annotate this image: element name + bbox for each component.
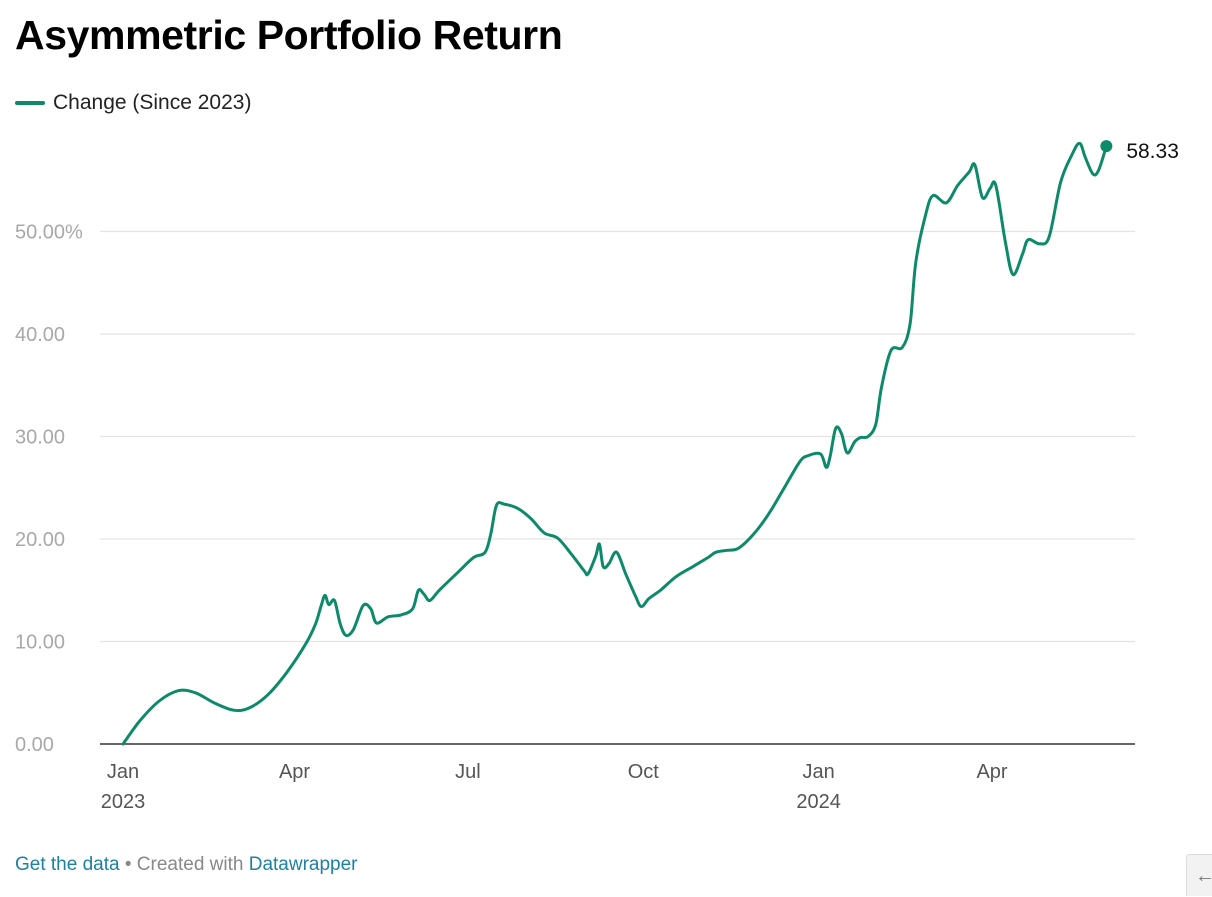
x-tick-label: Jul	[455, 761, 481, 783]
series-layer: 58.33	[121, 140, 1179, 746]
y-axis-tick-labels: 0.00 10.00 20.00 30.00 40.00 50.00%	[15, 222, 83, 757]
footer: Get the data • Created with Datawrapper	[15, 854, 358, 876]
datawrapper-link[interactable]: Datawrapper	[248, 854, 358, 875]
y-tick-label: 40.00	[15, 324, 65, 346]
legend-label: Change (Since 2023)	[53, 91, 252, 114]
legend: Change (Since 2023)	[15, 90, 251, 116]
y-tick-label: 30.00	[15, 427, 65, 449]
x-tick-label: Apr	[976, 761, 1007, 783]
end-point-marker	[1100, 140, 1113, 153]
x-tick-label: Oct	[628, 761, 660, 783]
x-tick-year-label: 2024	[796, 791, 841, 813]
arrow-left-icon[interactable]: ←	[1186, 854, 1212, 896]
footer-separator: • Created with	[119, 854, 249, 875]
x-tick-label: Apr	[279, 761, 310, 783]
chart-title: Asymmetric Portfolio Return	[15, 12, 563, 58]
line-chart: 0.00 10.00 20.00 30.00 40.00 50.00% Jan 2023 Ap…	[15, 140, 1179, 813]
y-tick-label: 20.00	[15, 529, 65, 551]
x-tick-label: Jan	[802, 761, 834, 783]
gridlines	[100, 230, 1135, 745]
y-tick-label: 0.00	[15, 734, 54, 756]
series-line	[121, 141, 1108, 746]
y-tick-label: 50.00%	[15, 222, 83, 244]
y-tick-label: 10.00	[15, 632, 65, 654]
end-value-label: 58.33	[1126, 140, 1179, 163]
get-the-data-link[interactable]: Get the data	[15, 854, 120, 875]
x-axis-tick-labels: Jan 2023 Apr Jul Oct Jan 2024 Apr	[101, 761, 1008, 813]
legend-swatch	[15, 101, 45, 105]
x-tick-year-label: 2023	[101, 791, 146, 813]
x-tick-label: Jan	[107, 761, 139, 783]
